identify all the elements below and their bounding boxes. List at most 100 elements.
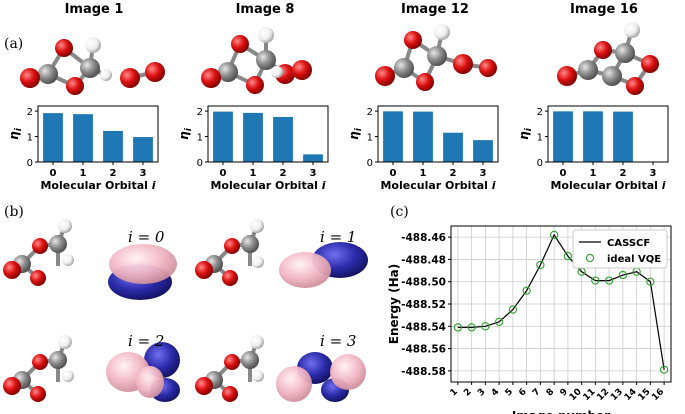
x-tick-label: 9: [558, 387, 570, 399]
bar-orbital-0: [213, 111, 233, 162]
y-tick-label: -488.46: [401, 232, 446, 244]
x-tick-label: 7: [531, 387, 543, 399]
y-tick-label: 0: [197, 158, 203, 169]
orbital-label-1: i = 1: [320, 228, 357, 246]
plot-frame: [450, 225, 672, 383]
image-title-12: Image 12: [401, 2, 469, 17]
bar-orbital-2: [273, 116, 293, 162]
image-title-16: Image 16: [570, 2, 638, 17]
orbital-3-isosurface: [195, 335, 366, 402]
x-tick-label: 3: [480, 168, 487, 179]
ideal-vqe-point: [604, 276, 614, 285]
x-tick-label: 3: [650, 168, 657, 179]
ideal-vqe-point: [467, 323, 476, 332]
bar-orbital-3: [473, 140, 493, 162]
x-tick-label: 6: [517, 387, 529, 399]
bar-orbital-2: [103, 130, 123, 162]
ideal-vqe-point: [522, 286, 531, 295]
y-tick-label: 2: [197, 107, 203, 118]
bar-orbital-1: [583, 111, 603, 162]
y-tick-label: 2: [367, 107, 373, 118]
x-tick-label: 1: [420, 168, 427, 179]
legend: CASSCF ideal VQE: [572, 229, 668, 269]
panel-label-a: (a): [4, 36, 24, 52]
x-tick-label: 2: [462, 387, 474, 399]
molecule-image-1: [20, 37, 165, 95]
orbital-0-isosurface: [3, 219, 177, 300]
plot-frame: [377, 105, 499, 163]
ideal-vqe-point: [618, 270, 628, 280]
y-tick-label: 0: [537, 158, 543, 169]
plot-frame: [207, 105, 329, 163]
y-tick-label: -488.48: [401, 254, 446, 266]
legend-casscf-label: CASSCF: [607, 238, 650, 249]
legend-vqe-swatch: [585, 253, 595, 263]
x-tick-label: 0: [560, 168, 567, 179]
x-tick-label: 0: [50, 168, 57, 179]
bar-orbital-2: [443, 132, 463, 162]
ideal-vqe-point: [494, 317, 504, 326]
bar-orbital-3: [303, 154, 323, 162]
ideal-vqe-point: [481, 322, 490, 331]
orbital-label-0: i = 0: [128, 228, 165, 246]
x-tick-label: 4: [490, 387, 502, 399]
x-tick-label: 1: [448, 387, 460, 399]
y-axis-label: ηi: [347, 127, 364, 140]
x-tick-label: 2: [110, 168, 117, 179]
x-tick-label: 3: [476, 387, 488, 399]
bar-orbital-0: [553, 111, 573, 162]
x-tick-label: 5: [503, 387, 515, 399]
y-tick-label: 1: [197, 133, 203, 144]
molecule-structures: [20, 22, 659, 95]
panel-label-b: (b): [4, 204, 24, 220]
bar-orbital-2: [613, 111, 633, 162]
orbital-2-isosurface: [3, 335, 180, 402]
x-tick-label: 2: [280, 168, 287, 179]
molecule-image-8: [201, 27, 312, 94]
y-axis-label: ηi: [7, 127, 24, 140]
ideal-vqe-point: [536, 260, 545, 270]
energy-profile-chart: -488.46 -488.48 -488.50 -488.52 -488.54 -488.…: [387, 225, 672, 414]
ideal-vqe-point: [453, 323, 463, 332]
orbital-label-3: i = 3: [320, 332, 357, 350]
x-tick-label: 16: [650, 387, 666, 403]
y-tick-label: -488.54: [401, 321, 446, 333]
x-axis-label: Molecular Orbital i: [210, 179, 325, 192]
x-tick-label: 0: [390, 168, 397, 179]
molecule-image-12: [375, 24, 497, 91]
bar-orbital-3: [133, 137, 153, 162]
y-tick-label: 1: [367, 133, 373, 144]
y-tick-label: -488.58: [401, 366, 446, 378]
panel-label-c: (c): [390, 204, 409, 220]
x-axis-label: Molecular Orbital i: [380, 179, 495, 192]
x-tick-label: 2: [620, 168, 627, 179]
x-tick-label: 0: [220, 168, 227, 179]
orbital-1-isosurface: [195, 219, 368, 288]
ideal-vqe-point: [563, 251, 573, 261]
bar-orbital-1: [73, 114, 93, 162]
x-tick-label: 3: [310, 168, 317, 179]
x-tick-label: 2: [450, 168, 457, 179]
bar-orbital-1: [413, 111, 433, 162]
x-axis-label: Molecular Orbital i: [40, 179, 155, 192]
y-tick-label: 1: [27, 133, 33, 144]
bar-orbital-0: [43, 113, 63, 162]
plot-frame: [37, 105, 159, 163]
plot-frame: [547, 105, 669, 163]
x-axis-label: Image number: [512, 409, 610, 414]
x-tick-label: 8: [545, 387, 557, 399]
bar-orbital-1: [243, 112, 263, 162]
x-tick-label: 1: [250, 168, 257, 179]
legend-box: [572, 229, 668, 269]
y-tick-label: 2: [537, 107, 543, 118]
orbital-label-2: i = 2: [128, 332, 165, 350]
image-title-8: Image 8: [235, 2, 295, 17]
y-axis-label: ηi: [177, 127, 194, 140]
y-axis-label: ηi: [517, 127, 534, 140]
molecule-image-16: [557, 22, 659, 95]
y-tick-label: 2: [27, 107, 33, 118]
